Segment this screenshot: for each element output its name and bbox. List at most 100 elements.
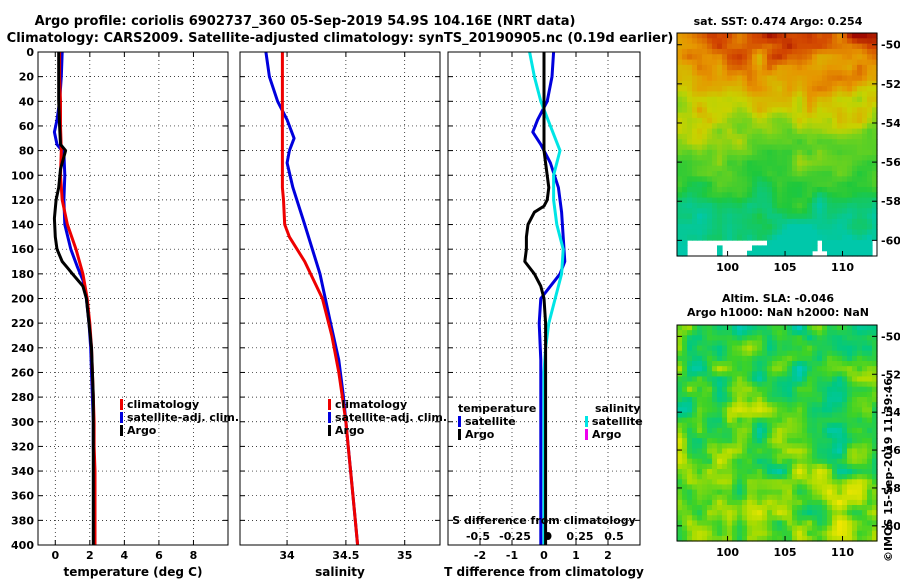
map-cell <box>687 381 693 388</box>
map-cell <box>832 224 838 231</box>
map-cell <box>762 402 768 408</box>
map-cell <box>707 391 713 398</box>
difference-panel: -2 -1 0 1 2T difference from climatologytemp… <box>444 51 644 579</box>
map-cell <box>707 54 713 61</box>
map-cell <box>742 422 748 429</box>
map-cell <box>832 427 838 434</box>
map-cell <box>822 43 828 50</box>
map-cell <box>682 366 688 372</box>
map-cell <box>777 213 783 220</box>
map-cell <box>847 181 853 188</box>
map-cell <box>792 202 798 209</box>
map-cell <box>752 499 758 506</box>
map-cell <box>747 54 753 61</box>
map-cell <box>857 494 863 501</box>
map-cell <box>837 197 843 204</box>
map-cell <box>827 208 833 215</box>
map-cell <box>792 80 798 87</box>
map-cell <box>862 330 868 336</box>
map-cell <box>807 325 813 331</box>
map-cell <box>817 43 823 50</box>
map-cell <box>797 181 803 188</box>
map-cell <box>782 102 788 108</box>
map-cell <box>762 376 768 383</box>
map-cell <box>847 33 853 39</box>
map-cell <box>797 499 803 506</box>
map-cell <box>702 417 708 424</box>
map-cell <box>732 181 738 188</box>
map-cell <box>812 128 818 135</box>
map-cell <box>837 474 843 480</box>
map-cell <box>847 340 853 347</box>
map-cell <box>757 376 763 383</box>
map-cell <box>687 355 693 362</box>
map-cell <box>767 96 773 103</box>
map-cell <box>722 224 728 231</box>
map-cell <box>837 245 843 252</box>
map-cell <box>842 407 848 414</box>
map-cell <box>762 535 768 542</box>
map-y-tick-label: -54 <box>881 117 900 130</box>
x-axis-label: temperature (deg C) <box>64 565 203 579</box>
map-cell <box>682 443 688 450</box>
map-cell <box>752 427 758 434</box>
map-cell <box>832 484 838 491</box>
map-cell <box>747 123 753 130</box>
map-cell <box>772 407 778 414</box>
map-cell <box>677 402 683 408</box>
map-cell <box>777 402 783 408</box>
map-cell <box>702 218 708 225</box>
map-y-tick-label: -58 <box>881 482 900 495</box>
map-cell <box>822 117 828 124</box>
map-cell <box>692 330 698 336</box>
map-cell <box>752 391 758 398</box>
map-cell <box>807 355 813 362</box>
map-cell <box>842 181 848 188</box>
map-cell <box>727 407 733 414</box>
map-cell <box>792 155 798 162</box>
map-cell <box>822 484 828 491</box>
map-cell <box>832 38 838 45</box>
map-cell <box>712 165 718 172</box>
map-cell <box>807 38 813 45</box>
map-cell <box>697 469 703 475</box>
map-cell <box>812 38 818 45</box>
map-cell <box>847 489 853 496</box>
map-cell <box>742 381 748 388</box>
map-cell <box>762 186 768 193</box>
map-cell <box>867 381 873 388</box>
map-cell <box>802 391 808 398</box>
map-cell <box>707 355 713 362</box>
map-cell <box>802 186 808 193</box>
map-cell <box>697 412 703 419</box>
map-cell <box>862 520 868 527</box>
map-cell <box>817 197 823 204</box>
map-cell <box>837 479 843 486</box>
map-cell <box>862 160 868 167</box>
map-cell <box>832 133 838 140</box>
map-cell <box>747 160 753 167</box>
map-cell <box>692 381 698 388</box>
map-cell <box>792 391 798 398</box>
map-cell <box>677 33 683 39</box>
map-cell <box>847 245 853 252</box>
map-cell <box>682 438 688 444</box>
map-cell <box>857 515 863 522</box>
map-cell <box>817 224 823 231</box>
legend-label: Argo <box>127 424 157 437</box>
map-cell <box>712 366 718 372</box>
map-cell <box>757 345 763 352</box>
map-cell <box>757 499 763 506</box>
map-cell <box>832 160 838 167</box>
map-cell <box>837 213 843 220</box>
map-cell <box>817 469 823 475</box>
map-cell <box>767 139 773 146</box>
map-cell <box>752 371 758 378</box>
map-cell <box>862 448 868 455</box>
map-cell <box>782 80 788 87</box>
map-cell <box>822 218 828 225</box>
map-cell <box>862 64 868 71</box>
map-cell <box>797 484 803 491</box>
map-cell <box>802 144 808 151</box>
map-cell <box>697 325 703 331</box>
